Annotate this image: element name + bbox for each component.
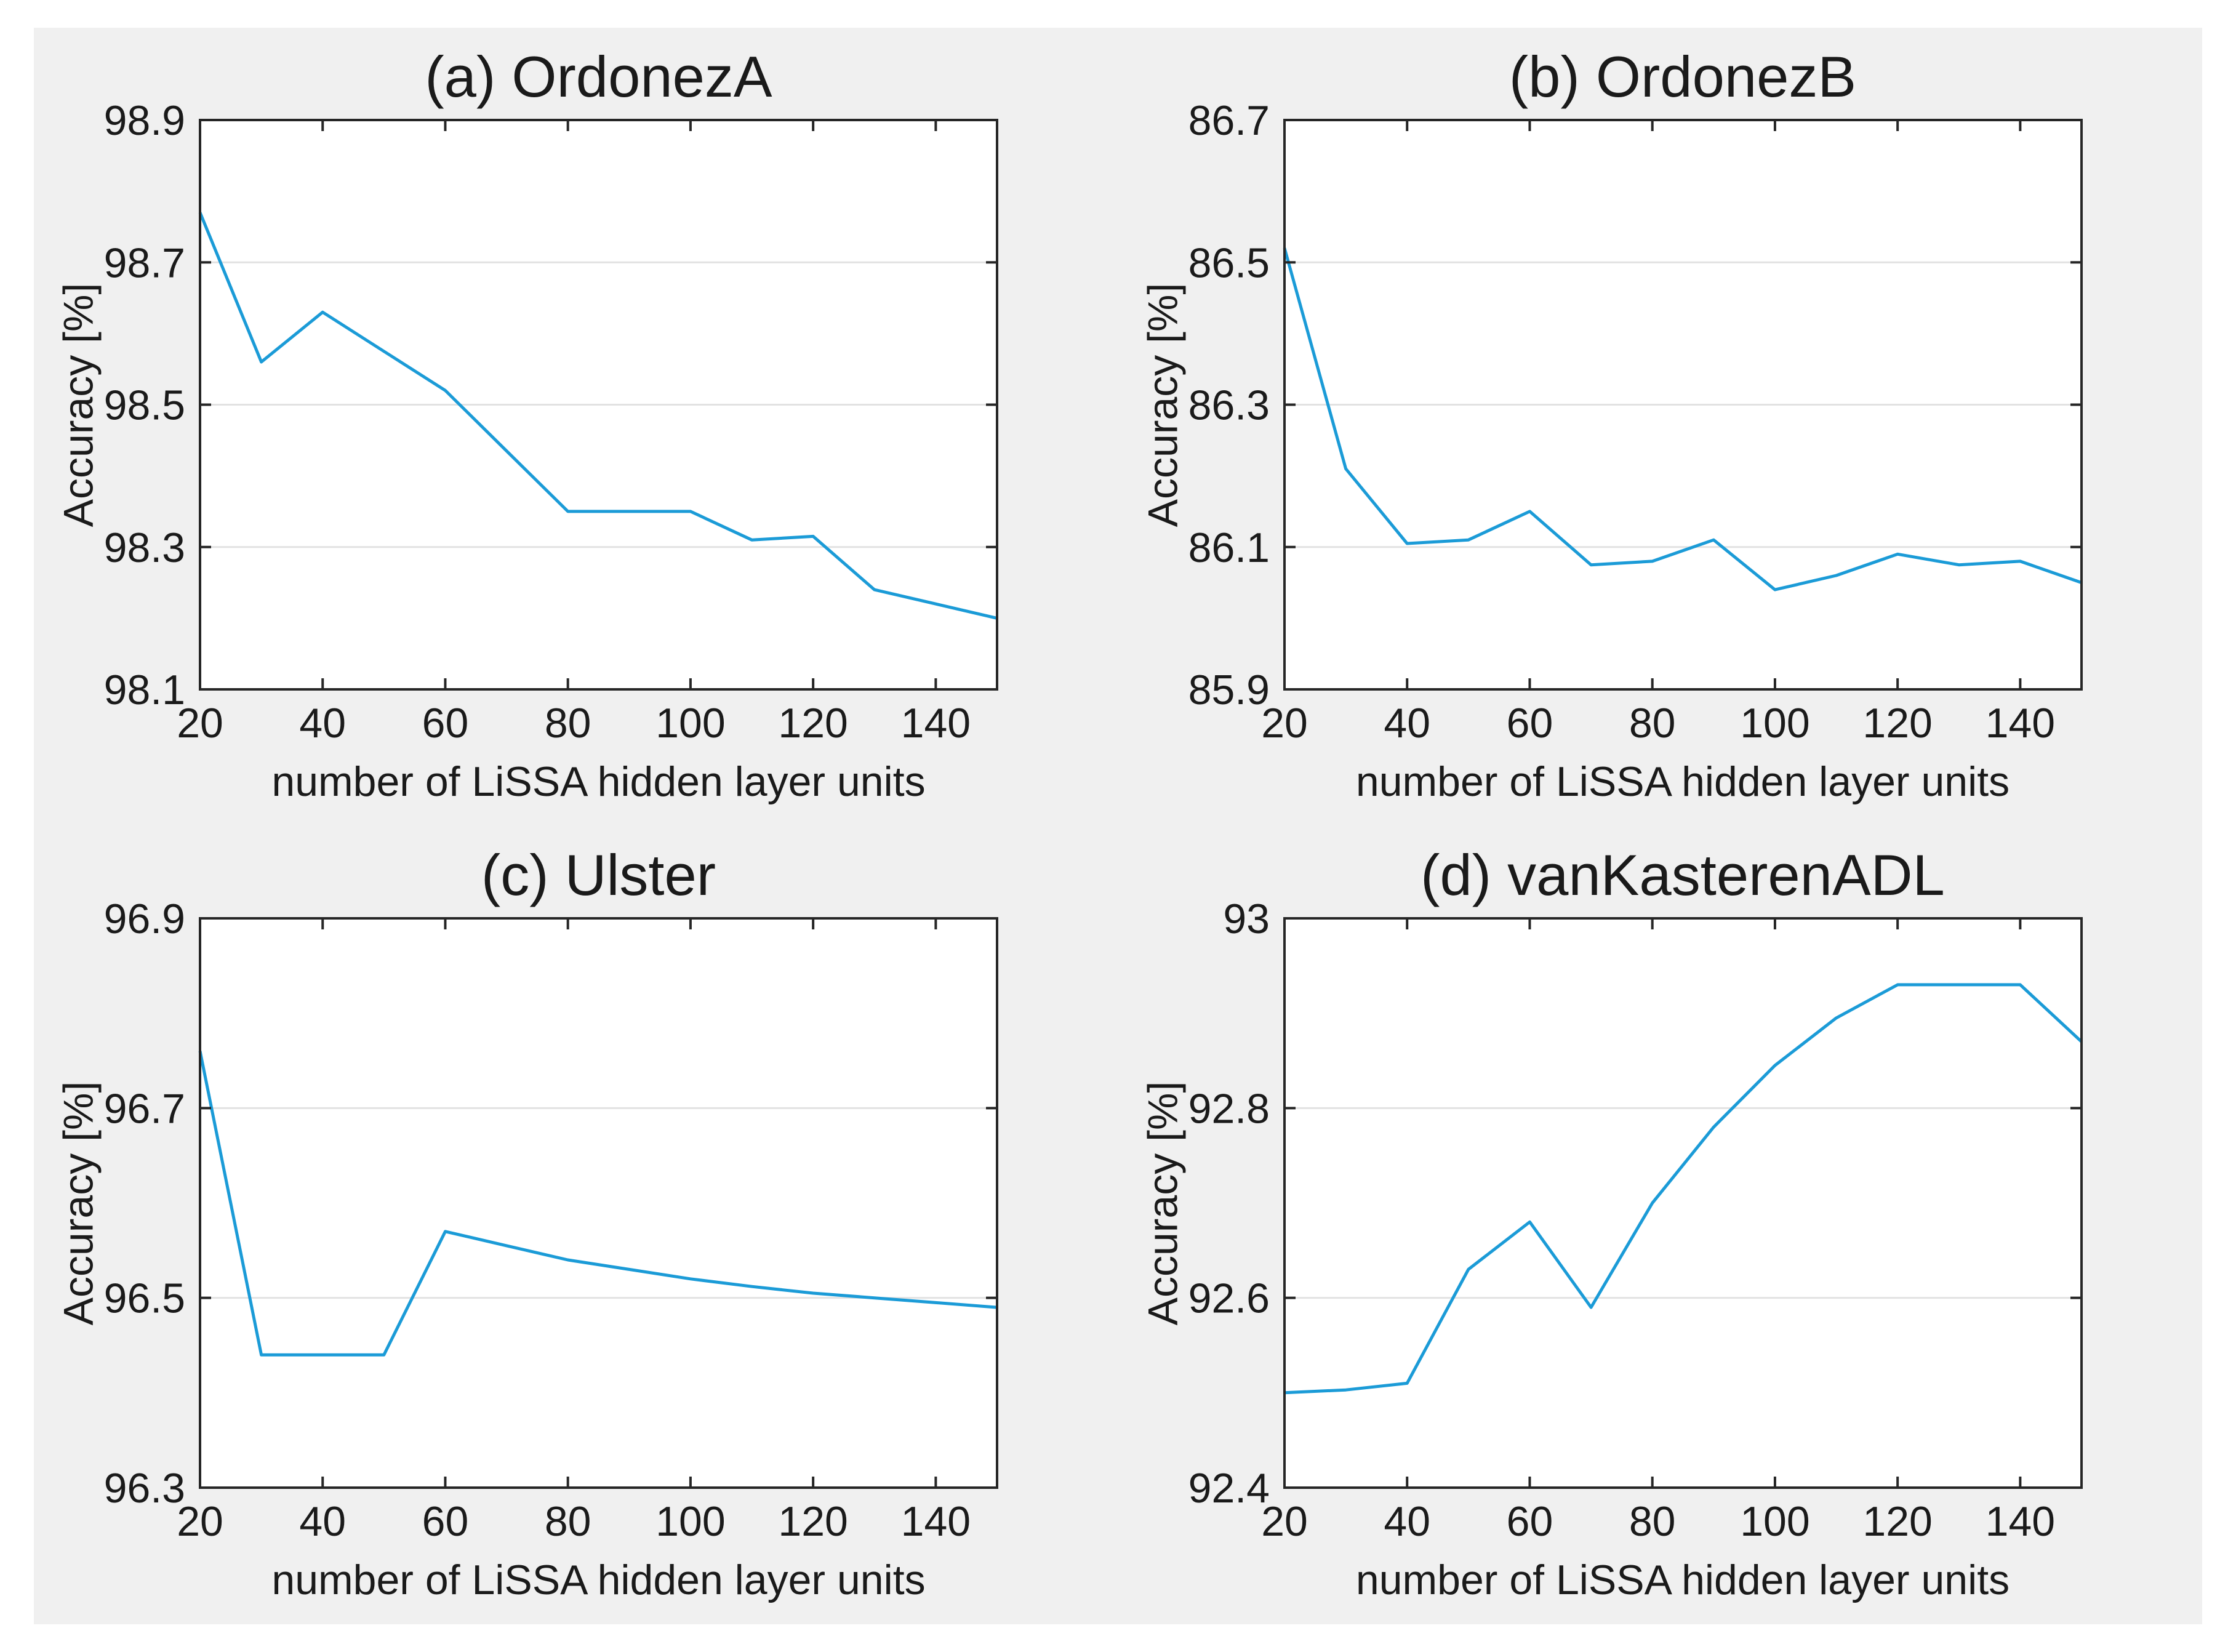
y-tick-label: 98.7: [104, 239, 185, 286]
matlab-figure-canvas: (a) OrdonezA Accuracy [%] 20 40 60 80 100 120…: [34, 28, 2202, 1624]
y-tick-label: 92.4: [1188, 1465, 1269, 1512]
x-tick-label: 40: [1384, 700, 1430, 747]
x-tick-label: 100: [655, 1498, 725, 1545]
y-tick-label: 96.9: [104, 896, 185, 942]
data-line: [1283, 247, 2082, 591]
subplot-b-plot-area: 20 40 60 80 100 120 140 85.9 86.1 86.3 86.5 86.7: [1188, 97, 2083, 747]
x-tick-label: 140: [1985, 1498, 2054, 1545]
x-tick-label: 40: [299, 700, 346, 747]
x-tick-label: 80: [545, 1498, 591, 1545]
x-tick-label: 140: [1985, 700, 2054, 747]
subplot-d-ylabel-wrap: Accuracy [%]: [1128, 918, 1198, 1488]
subplot-c-plot-area: 20 40 60 80 100 120 140 96.3 96.5 96.7 96.9: [104, 896, 998, 1545]
subplot-a-ylabel: Accuracy [%]: [55, 283, 102, 527]
y-tick-label: 93: [1223, 896, 1270, 942]
x-tick-label: 20: [1261, 1498, 1308, 1545]
y-tick-label: 86.5: [1188, 239, 1269, 286]
y-tick-label: 96.3: [104, 1465, 185, 1512]
x-tick-label: 20: [177, 700, 223, 747]
subplot-b: (b) OrdonezB Accuracy [%] 20 40 60 80 100 120…: [1118, 28, 2203, 826]
subplot-a: (a) OrdonezA Accuracy [%] 20 40 60 80 100 120…: [34, 28, 1118, 826]
y-tick-label: 92.6: [1188, 1275, 1269, 1322]
x-tick-label: 40: [1384, 1498, 1430, 1545]
subplot-b-xlabel: number of LiSSA hidden layer units: [1355, 758, 2010, 805]
x-tick-label: 100: [1740, 700, 1809, 747]
x-tick-label: 40: [299, 1498, 346, 1545]
subplot-d-title: (d) vanKasterenADL: [1421, 843, 1945, 907]
subplot-c-ylabel-wrap: Accuracy [%]: [43, 918, 114, 1488]
x-tick-label: 80: [1629, 1498, 1675, 1545]
x-tick-label: 60: [422, 1498, 469, 1545]
x-tick-label: 80: [1629, 700, 1675, 747]
y-tick-label: 98.3: [104, 524, 185, 571]
x-tick-label: 120: [1862, 1498, 1932, 1545]
y-tick-label: 98.5: [104, 382, 185, 429]
x-tick-label: 140: [901, 700, 971, 747]
x-tick-label: 100: [655, 700, 725, 747]
x-tick-label: 100: [1740, 1498, 1809, 1545]
subplot-a-plot-area: 20 40 60 80 100 120 140 98.1 98.3 98.5 98.7 98.9: [104, 97, 998, 747]
x-tick-label: 60: [1506, 1498, 1553, 1545]
x-tick-label: 20: [1261, 700, 1308, 747]
y-tick-label: 85.9: [1188, 667, 1269, 713]
subplot-d-plot-area: 20 40 60 80 100 120 140 92.4 92.6 92.8 93: [1188, 896, 2083, 1545]
y-tick-label: 96.5: [104, 1275, 185, 1322]
y-tick-label: 86.1: [1188, 524, 1269, 571]
subplot-d: (d) vanKasterenADL Accuracy [%] 20 40 60 80…: [1118, 826, 2203, 1624]
subplot-b-ylabel: Accuracy [%]: [1139, 283, 1186, 527]
subplot-d-xlabel: number of LiSSA hidden layer units: [1355, 1557, 2010, 1603]
data-line: [198, 212, 998, 620]
subplot-c-xlabel: number of LiSSA hidden layer units: [271, 1557, 926, 1603]
subplot-b-title: (b) OrdonezB: [1509, 44, 1857, 109]
x-tick-label: 60: [422, 700, 469, 747]
x-tick-label: 120: [778, 1498, 848, 1545]
x-tick-label: 120: [778, 700, 848, 747]
data-line: [1284, 983, 2083, 1395]
x-tick-label: 140: [901, 1498, 971, 1545]
subplot-a-title: (a) OrdonezA: [425, 44, 772, 109]
subplot-d-ylabel: Accuracy [%]: [1139, 1081, 1186, 1325]
subplot-a-xlabel: number of LiSSA hidden layer units: [271, 758, 926, 805]
subplot-c-title: (c) Ulster: [481, 843, 716, 907]
y-tick-label: 86.3: [1188, 382, 1269, 429]
y-tick-label: 98.9: [104, 97, 185, 144]
x-tick-label: 20: [177, 1498, 223, 1545]
y-tick-label: 98.1: [104, 667, 185, 713]
x-tick-label: 80: [545, 700, 591, 747]
data-line: [198, 1051, 998, 1357]
x-tick-label: 120: [1862, 700, 1932, 747]
subplot-c-ylabel: Accuracy [%]: [55, 1081, 102, 1325]
x-tick-label: 60: [1506, 700, 1553, 747]
subplot-c: (c) Ulster Accuracy [%] 20 40 60 80 100 120 14…: [34, 826, 1118, 1624]
y-tick-label: 86.7: [1188, 97, 1269, 144]
y-tick-label: 92.8: [1188, 1085, 1269, 1132]
y-tick-label: 96.7: [104, 1085, 185, 1132]
